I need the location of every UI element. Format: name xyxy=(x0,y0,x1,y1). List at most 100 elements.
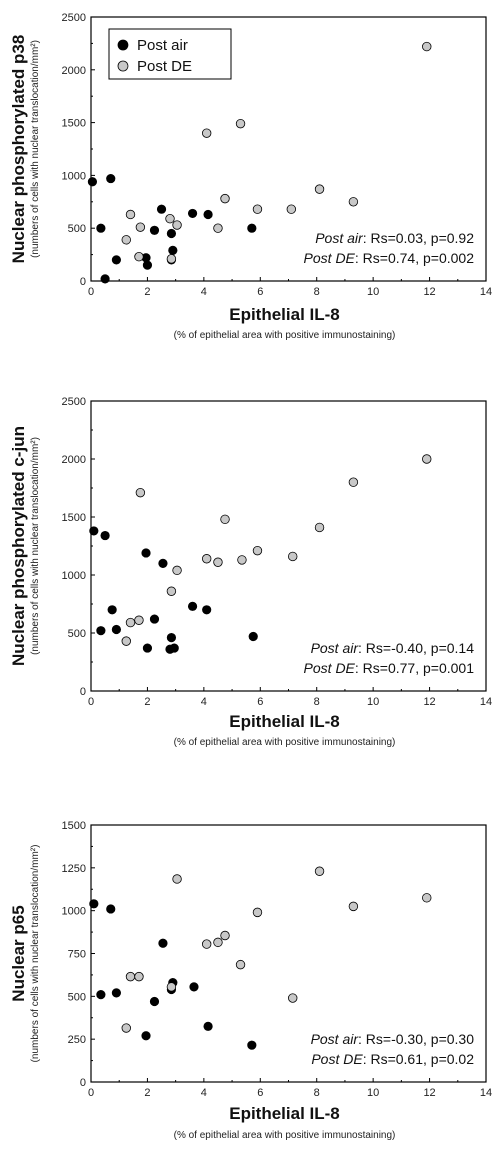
y-axis-sublabel: (numbers of cells with nuclear transloca… xyxy=(30,845,41,1063)
data-point xyxy=(106,173,116,184)
data-point xyxy=(166,982,177,992)
x-tick-label: 12 xyxy=(423,1087,435,1099)
data-point xyxy=(201,939,212,949)
y-tick-label: 0 xyxy=(80,276,86,288)
y-tick-label: 1000 xyxy=(62,170,86,182)
stats-values: : Rs=-0.30, p=0.30 xyxy=(358,1031,474,1047)
y-tick-label: 2000 xyxy=(62,65,86,77)
data-point xyxy=(252,545,263,556)
stats-group-label: Post air xyxy=(311,1031,360,1047)
series-post-de xyxy=(121,866,432,1033)
data-point xyxy=(172,220,182,230)
x-tick-label: 10 xyxy=(367,696,379,708)
stats-group-label: Post air xyxy=(315,230,364,246)
data-point xyxy=(252,907,263,918)
data-point xyxy=(106,904,116,914)
data-point xyxy=(237,555,247,565)
stats-annotation: Post air: Rs=-0.40, p=0.14 xyxy=(311,640,475,656)
y-tick-label: 750 xyxy=(68,949,86,961)
data-point xyxy=(201,554,212,564)
data-point xyxy=(213,557,223,567)
data-point xyxy=(111,255,121,265)
y-tick-label: 0 xyxy=(80,686,86,698)
data-point xyxy=(121,636,131,646)
data-point xyxy=(121,235,131,245)
data-point xyxy=(213,223,223,233)
data-point xyxy=(107,605,117,615)
data-point xyxy=(166,586,177,596)
x-tick-label: 0 xyxy=(88,696,94,708)
data-point xyxy=(149,996,160,1007)
stats-values: : Rs=0.03, p=0.92 xyxy=(363,230,475,246)
legend-box xyxy=(108,28,232,80)
stats-group-label: Post DE xyxy=(304,250,356,266)
stats-group-label: Post DE xyxy=(304,660,356,676)
stats-annotation: Post DE: Rs=0.61, p=0.02 xyxy=(311,1051,474,1067)
x-tick-label: 10 xyxy=(367,286,379,298)
data-point xyxy=(100,274,110,284)
data-point xyxy=(220,930,230,941)
y-tick-label: 0 xyxy=(80,1077,86,1089)
x-axis-label: Epithelial IL-8 xyxy=(229,1104,340,1123)
y-tick-label: 500 xyxy=(68,991,86,1003)
series-post-de xyxy=(121,454,432,646)
y-tick-label: 500 xyxy=(68,628,86,640)
stats-annotation: Post DE: Rs=0.74, p=0.002 xyxy=(304,250,475,266)
x-tick-label: 8 xyxy=(314,696,320,708)
data-point xyxy=(235,118,246,129)
data-point xyxy=(203,1021,213,1031)
stats-group-label: Post air xyxy=(311,640,360,656)
stats-annotation: Post air: Rs=0.03, p=0.92 xyxy=(315,230,474,246)
data-point xyxy=(248,631,258,642)
data-point xyxy=(96,223,106,233)
y-tick-label: 1000 xyxy=(62,906,86,918)
data-point xyxy=(286,204,297,214)
data-point xyxy=(288,993,298,1003)
x-tick-label: 0 xyxy=(88,1087,94,1099)
data-point xyxy=(156,204,167,214)
x-axis-sublabel: (% of epithelial area with positive immu… xyxy=(174,330,396,341)
stats-values: : Rs=-0.40, p=0.14 xyxy=(358,640,474,656)
stats-group-label: Post DE xyxy=(311,1051,363,1067)
data-point xyxy=(202,605,212,615)
chart-panel-2: 0 2 4 6 8 10 12 14 0 500 1000 1500 2000 2500 Epithelia… xyxy=(9,396,492,748)
data-point xyxy=(149,225,160,235)
x-tick-label: 2 xyxy=(144,286,150,298)
data-point xyxy=(348,197,359,207)
x-tick-label: 6 xyxy=(257,286,263,298)
data-point xyxy=(135,487,146,498)
data-point xyxy=(166,228,177,239)
data-point xyxy=(134,252,144,262)
y-tick-label: 1500 xyxy=(62,118,86,130)
series-post-air xyxy=(89,899,257,1050)
x-tick-label: 4 xyxy=(201,1087,207,1099)
x-tick-label: 14 xyxy=(480,696,492,708)
data-point xyxy=(168,245,178,255)
data-point xyxy=(141,548,151,558)
x-tick-label: 8 xyxy=(314,1087,320,1099)
data-point xyxy=(134,615,144,625)
x-axis-label: Epithelial IL-8 xyxy=(229,712,340,731)
data-point xyxy=(187,601,198,611)
data-point xyxy=(111,624,121,635)
data-point xyxy=(166,633,177,643)
legend: Post air Post DE xyxy=(108,28,232,80)
data-point xyxy=(158,558,168,569)
data-point xyxy=(247,223,257,233)
x-axis-sublabel: (% of epithelial area with positive immu… xyxy=(174,1130,396,1141)
y-tick-label: 1000 xyxy=(62,570,86,582)
y-axis-label: Nuclear phosphorylated p38 xyxy=(9,35,28,264)
data-point xyxy=(422,454,432,464)
x-tick-label: 12 xyxy=(423,696,435,708)
stats-annotation: Post DE: Rs=0.77, p=0.001 xyxy=(304,660,475,676)
data-point xyxy=(172,565,182,576)
x-tick-label: 6 xyxy=(257,1087,263,1099)
y-tick-label: 250 xyxy=(68,1034,86,1046)
stats-values: : Rs=0.74, p=0.002 xyxy=(355,250,474,266)
y-axis-sublabel: (numbers of cells with nuclear transloca… xyxy=(30,437,41,655)
data-point xyxy=(96,990,106,1000)
data-point xyxy=(125,971,136,982)
x-tick-label: 0 xyxy=(88,286,94,298)
data-point xyxy=(87,177,98,187)
data-point xyxy=(235,959,246,970)
